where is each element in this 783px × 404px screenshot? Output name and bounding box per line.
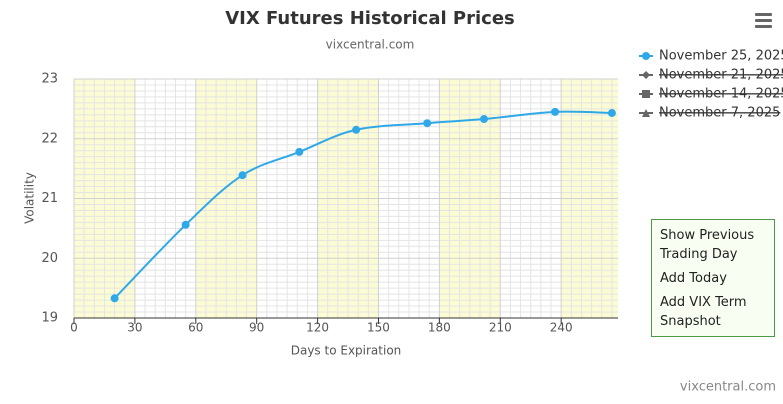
menu-item[interactable]: Add Today xyxy=(660,271,727,286)
data-point xyxy=(352,125,361,134)
x-tick-label: 120 xyxy=(306,321,329,335)
legend-marker xyxy=(642,52,650,60)
x-tick-label: 0 xyxy=(70,321,78,335)
credits: vixcentral.com xyxy=(680,380,776,395)
legend-label: November 21, 2025 xyxy=(659,68,783,83)
y-tick-label: 19 xyxy=(41,311,58,326)
x-tick-label: 210 xyxy=(489,321,512,335)
x-tick-label: 60 xyxy=(188,321,203,335)
data-point xyxy=(423,119,432,128)
data-point xyxy=(181,220,190,229)
x-tick-label: 240 xyxy=(550,321,573,335)
x-tick-label: 180 xyxy=(428,321,451,335)
legend-item[interactable]: November 25, 2025 xyxy=(639,49,783,64)
data-point xyxy=(480,115,489,124)
x-axis-title: Days to Expiration xyxy=(291,344,402,358)
legend-marker xyxy=(642,90,650,98)
legend-label: November 25, 2025 xyxy=(659,49,783,64)
data-point xyxy=(295,147,304,156)
data-point xyxy=(110,294,119,303)
x-tick-label: 150 xyxy=(367,321,390,335)
y-axis-title: Volatility xyxy=(23,172,37,224)
legend-item[interactable]: November 7, 2025 xyxy=(639,106,780,121)
legend-label: November 7, 2025 xyxy=(659,106,780,121)
data-point xyxy=(551,107,560,116)
y-tick-label: 20 xyxy=(41,251,58,266)
y-tick-label: 23 xyxy=(41,72,58,87)
y-tick-label: 22 xyxy=(41,131,58,146)
data-point xyxy=(238,171,247,180)
data-point xyxy=(607,109,616,118)
menu-item[interactable]: Add VIX Term Snapshot xyxy=(660,295,747,329)
legend-item[interactable]: November 21, 2025 xyxy=(639,68,783,83)
menu-item[interactable]: Show Previous Trading Day xyxy=(660,228,755,262)
chart-title: VIX Futures Historical Prices xyxy=(225,8,515,29)
y-tick-label: 21 xyxy=(41,191,58,206)
chart-subtitle: vixcentral.com xyxy=(326,38,415,52)
plot-area xyxy=(73,78,618,319)
legend-marker xyxy=(642,71,650,79)
context-menu: Show Previous Trading Day Add Today Add VI… xyxy=(651,219,775,337)
menu-icon[interactable] xyxy=(755,13,772,28)
x-tick-label: 30 xyxy=(127,321,142,335)
legend-item[interactable]: November 14, 2025 xyxy=(639,87,783,102)
legend-marker xyxy=(642,109,650,117)
legend-label: November 14, 2025 xyxy=(659,87,783,102)
x-tick-label: 90 xyxy=(249,321,264,335)
